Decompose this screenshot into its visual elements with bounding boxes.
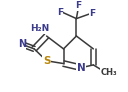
Text: CH₃: CH₃ xyxy=(100,68,117,77)
Text: F: F xyxy=(76,1,82,10)
Text: N: N xyxy=(77,63,85,73)
Text: F: F xyxy=(89,9,95,18)
Text: N: N xyxy=(18,39,26,49)
Text: F: F xyxy=(57,8,63,17)
Text: H₂N: H₂N xyxy=(30,24,50,33)
Text: S: S xyxy=(43,56,50,66)
